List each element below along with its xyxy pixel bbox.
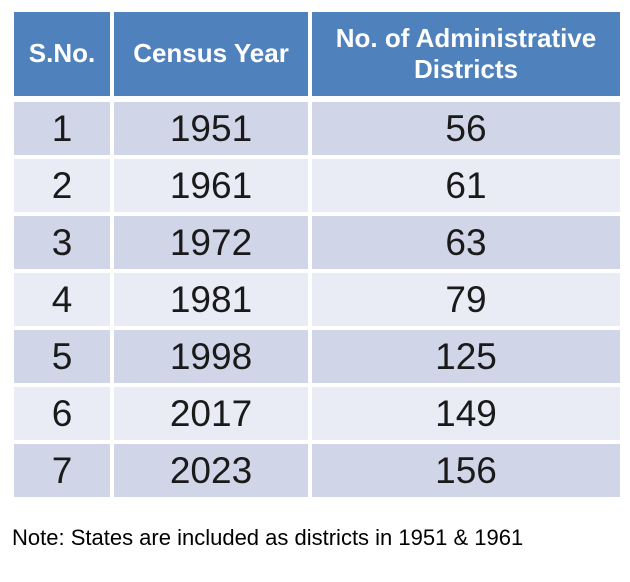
sno-cell: 2 (10, 155, 114, 216)
sno-cell: 3 (10, 212, 114, 273)
header-census-year: Census Year (110, 8, 312, 102)
table-row: 3 1972 63 (10, 212, 624, 273)
year-cell: 1998 (110, 326, 312, 387)
census-districts-table: S.No. Census Year No. of Administrative … (10, 8, 624, 501)
year-cell: 2023 (110, 440, 312, 501)
table-row: 7 2023 156 (10, 440, 624, 501)
year-cell: 1961 (110, 155, 312, 216)
districts-cell: 63 (308, 212, 624, 273)
year-cell: 2017 (110, 383, 312, 444)
districts-cell: 79 (308, 269, 624, 330)
table-row: 1 1951 56 (10, 97, 624, 159)
districts-cell: 149 (308, 383, 624, 444)
table-row: 4 1981 79 (10, 269, 624, 330)
header-sno: S.No. (10, 8, 114, 102)
table-row: 6 2017 149 (10, 383, 624, 444)
table-note: Note: States are included as districts i… (12, 525, 524, 550)
year-cell: 1972 (110, 212, 312, 273)
table-row: 5 1998 125 (10, 326, 624, 387)
sno-cell: 5 (10, 326, 114, 387)
year-cell: 1951 (110, 97, 312, 159)
districts-cell: 156 (308, 440, 624, 501)
sno-cell: 1 (10, 97, 114, 159)
sno-cell: 6 (10, 383, 114, 444)
districts-cell: 61 (308, 155, 624, 216)
districts-cell: 56 (308, 97, 624, 159)
sno-cell: 7 (10, 440, 114, 501)
sno-cell: 4 (10, 269, 114, 330)
year-cell: 1981 (110, 269, 312, 330)
table-row: 2 1961 61 (10, 155, 624, 216)
header-row: S.No. Census Year No. of Administrative … (10, 8, 624, 102)
header-admin-districts: No. of Administrative Districts (308, 8, 624, 102)
districts-cell: 125 (308, 326, 624, 387)
